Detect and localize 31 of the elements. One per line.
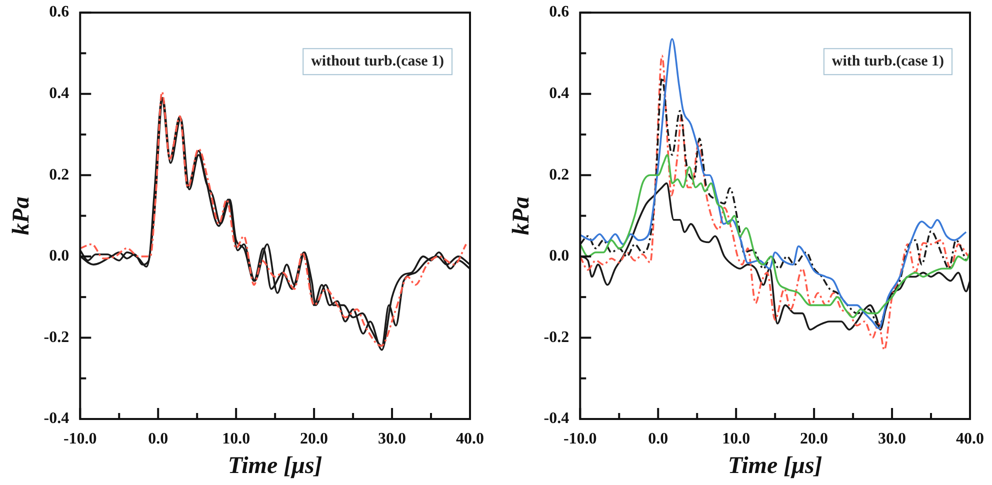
x-tick-label: 30.0 <box>378 430 406 448</box>
y-tick-label: 0.2 <box>549 166 570 184</box>
y-tick-label: 0.6 <box>49 4 70 21</box>
x-tick-label: 40.0 <box>456 430 484 448</box>
x-tick-label: 0.0 <box>648 430 668 448</box>
y-tick-label: 0.2 <box>49 166 70 184</box>
x-tick-label: 20.0 <box>300 430 328 448</box>
y-tick-label: 0.4 <box>549 85 570 102</box>
y-tick-label: -0.4 <box>44 410 70 428</box>
x-axis-title: Time [μs] <box>228 452 322 479</box>
y-tick-label: -0.4 <box>544 410 570 428</box>
y-tick-label: 0.0 <box>549 248 570 265</box>
annotation: with turb.(case 1) <box>832 53 944 70</box>
x-tick-label: 40.0 <box>956 430 984 448</box>
y-tick-label: 0.6 <box>549 4 570 21</box>
y-tick-label: -0.2 <box>44 328 70 346</box>
annotation: without turb.(case 1) <box>311 53 444 70</box>
x-axis-title: Time [μs] <box>728 452 822 479</box>
line-series <box>580 154 970 318</box>
x-tick-label: -10.0 <box>563 430 597 448</box>
x-tick-label: 10.0 <box>222 430 250 448</box>
x-tick-label: 0.0 <box>148 430 168 448</box>
x-tick-label: -10.0 <box>63 430 97 448</box>
y-axis-title: kPa <box>8 196 35 236</box>
x-tick-label: 30.0 <box>878 430 906 448</box>
y-tick-label: 0.4 <box>49 85 70 102</box>
x-tick-label: 20.0 <box>800 430 828 448</box>
y-axis-title: kPa <box>508 196 535 236</box>
y-tick-label: -0.2 <box>544 328 570 346</box>
y-tick-label: 0.0 <box>49 248 70 265</box>
x-tick-label: 10.0 <box>722 430 750 448</box>
